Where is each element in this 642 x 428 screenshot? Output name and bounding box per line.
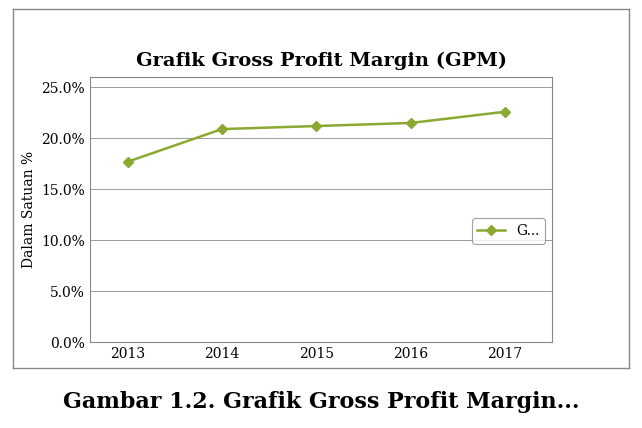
G... — [501, 109, 509, 114]
Y-axis label: Dalam Satuan %: Dalam Satuan % — [22, 151, 36, 268]
G... — [407, 120, 415, 125]
G... — [313, 123, 320, 128]
Title: Grafik Gross Profit Margin (GPM): Grafik Gross Profit Margin (GPM) — [135, 52, 507, 70]
Text: Gambar 1.2. Grafik Gross Profit Margin...: Gambar 1.2. Grafik Gross Profit Margin..… — [63, 391, 579, 413]
Legend: G...: G... — [472, 218, 545, 244]
Line: G...: G... — [124, 108, 508, 165]
G... — [218, 127, 226, 132]
G... — [124, 159, 132, 164]
